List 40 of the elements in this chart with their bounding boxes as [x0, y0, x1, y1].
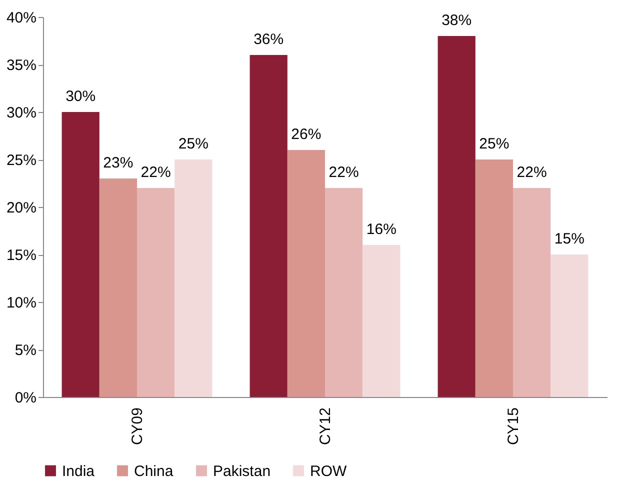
bar [174, 160, 212, 397]
legend-label: ROW [310, 462, 348, 480]
x-tick-label: CY09 [129, 408, 146, 446]
legend-label: India [62, 462, 96, 480]
data-label: 36% [254, 31, 284, 48]
data-label: 22% [516, 164, 547, 181]
bar [287, 150, 325, 397]
data-label: 25% [178, 136, 208, 152]
y-tick-label: 20% [6, 200, 36, 216]
y-tick-label: 30% [6, 104, 36, 122]
bar [550, 254, 588, 397]
data-label: 25% [479, 136, 510, 152]
data-label: 22% [328, 164, 359, 181]
y-tick-label: 5% [14, 342, 36, 359]
bar [325, 188, 363, 397]
legend-label: China [134, 462, 174, 480]
legend-label: Pakistan [213, 462, 271, 480]
data-label: 15% [554, 230, 584, 248]
x-tick-label: CY15 [505, 408, 522, 446]
y-tick-label: 10% [6, 294, 36, 312]
data-label: 26% [291, 126, 322, 143]
bar [475, 160, 513, 397]
bar [513, 188, 551, 397]
bar [137, 188, 175, 397]
data-label: 22% [140, 164, 171, 181]
x-tick-label: CY12 [317, 408, 334, 446]
y-tick-label: 0% [14, 390, 36, 406]
bar [99, 178, 137, 397]
data-label: 16% [366, 221, 396, 238]
bar [250, 55, 288, 397]
y-tick-label: 35% [6, 57, 36, 74]
bar [438, 36, 476, 397]
data-label: 23% [103, 154, 134, 172]
y-tick-label: 25% [6, 152, 36, 169]
data-label: 30% [66, 88, 96, 105]
bar [62, 112, 100, 397]
data-label: 38% [442, 12, 472, 29]
bar [362, 245, 400, 397]
y-tick-label: 40% [6, 10, 36, 26]
y-tick-label: 15% [6, 247, 36, 264]
